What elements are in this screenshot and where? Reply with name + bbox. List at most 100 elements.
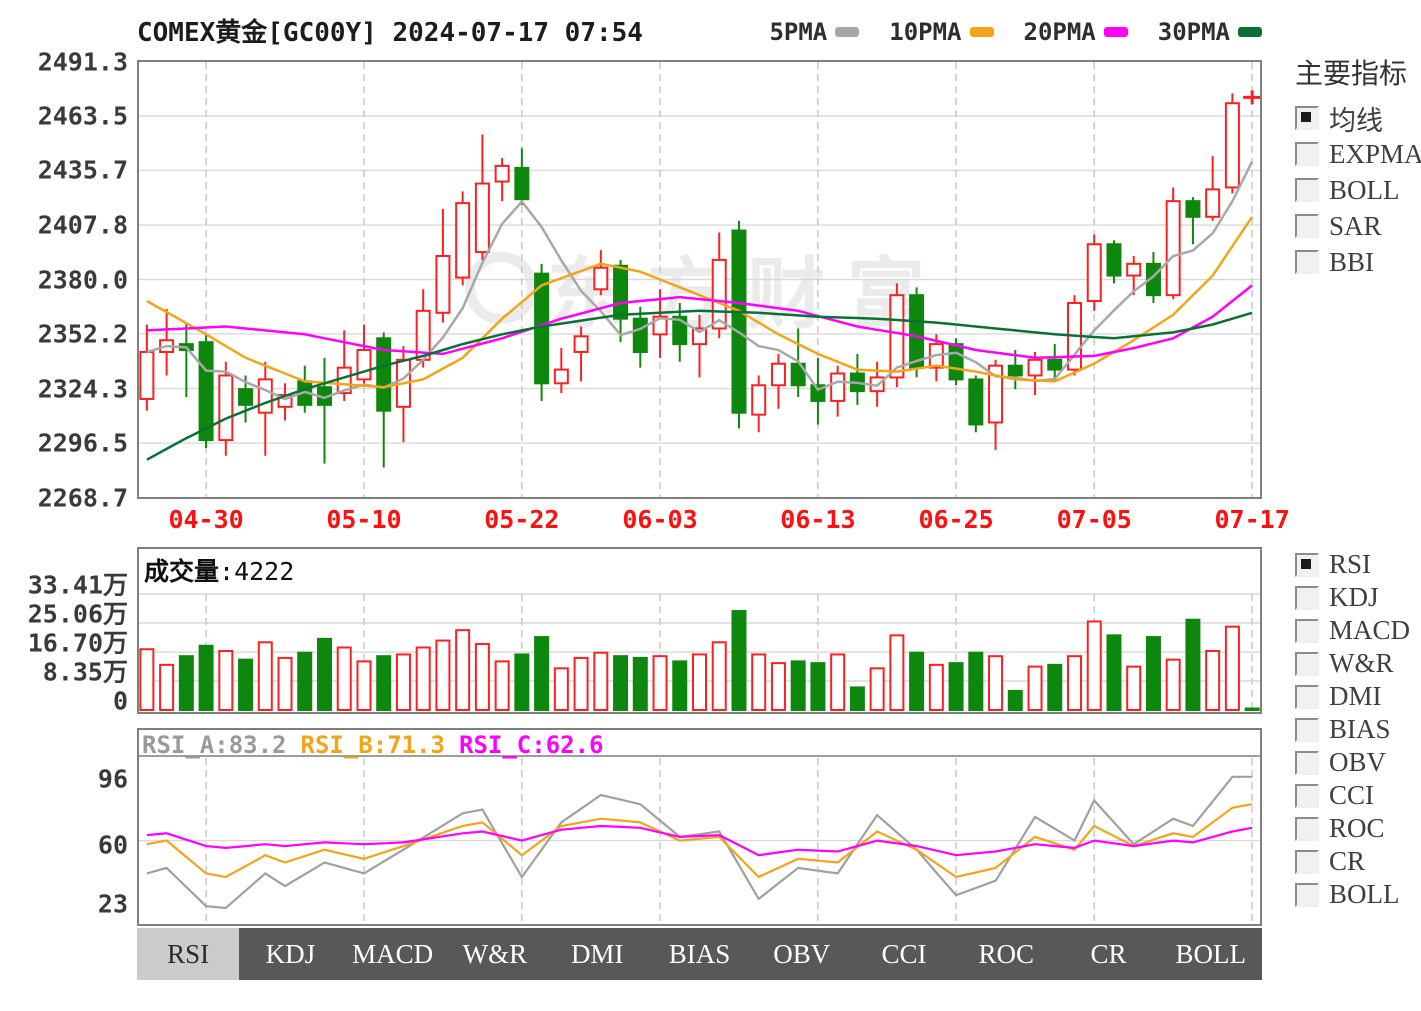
volume-tick-label: 0: [112, 686, 128, 716]
tab-kdj[interactable]: KDJ: [265, 939, 316, 969]
indicator-option-均线[interactable]: 均线: [1295, 100, 1421, 136]
indicator-option-bbi[interactable]: BBI: [1295, 244, 1421, 280]
legend-swatch-icon: [1103, 27, 1128, 37]
candle: [889, 294, 905, 379]
volume-bar: [672, 660, 688, 711]
indicator-option-label: BOLL: [1329, 879, 1400, 909]
candle: [790, 362, 806, 387]
indicator-option-bias[interactable]: BIAS: [1295, 713, 1421, 746]
indicator-option-rsi[interactable]: RSI: [1295, 548, 1421, 581]
checkbox-icon[interactable]: [1295, 882, 1319, 907]
candle: [692, 327, 707, 346]
tab-cr[interactable]: CR: [1090, 939, 1127, 969]
checkbox-icon[interactable]: [1295, 684, 1319, 709]
volume-bar: [1126, 665, 1142, 712]
volume-bar: [376, 655, 392, 711]
indicator-option-cr[interactable]: CR: [1295, 845, 1421, 878]
checkbox-icon[interactable]: [1295, 651, 1319, 676]
volume-label-name: 成交量: [144, 557, 220, 586]
indicator-option-obv[interactable]: OBV: [1295, 746, 1421, 779]
indicator-option-label: CCI: [1329, 780, 1375, 810]
rsi-tick-label: 23: [97, 889, 128, 919]
checkbox-icon[interactable]: [1295, 250, 1319, 274]
volume-bar: [336, 646, 352, 711]
volume-bar: [534, 636, 550, 711]
checkbox-icon[interactable]: [1295, 552, 1319, 577]
volume-bar: [731, 610, 747, 711]
volume-bar: [494, 660, 510, 711]
checkbox-icon[interactable]: [1295, 717, 1319, 742]
indicator-option-roc[interactable]: ROC: [1295, 812, 1421, 845]
volume-bar: [711, 641, 727, 711]
main-indicator-list: 主要指标 均线 EXPMA BOLL SAR BBI: [1295, 52, 1421, 280]
ma-legend: 5PMA 10PMA 20PMA 30PMA: [769, 18, 1262, 46]
checkbox-icon[interactable]: [1295, 816, 1319, 841]
checkbox-icon[interactable]: [1295, 849, 1319, 874]
legend-swatch-icon: [1238, 27, 1262, 37]
tab-boll[interactable]: BOLL: [1175, 939, 1247, 969]
candle: [751, 384, 767, 416]
candle: [830, 372, 846, 402]
candle: [238, 388, 254, 406]
sidebar-heading: 主要指标: [1295, 59, 1408, 90]
indicator-option-expma[interactable]: EXPMA: [1295, 136, 1421, 172]
indicator-option-cci[interactable]: CCI: [1295, 779, 1421, 812]
indicator-option-sar[interactable]: SAR: [1295, 208, 1421, 244]
checkbox-icon[interactable]: [1295, 214, 1319, 238]
volume-panel-border: [137, 547, 1262, 714]
indicator-tabbar: RSI KDJ MACD W&R DMI BIAS OBV CCI ROC CR BOLL: [137, 928, 1262, 980]
indicator-option-kdj[interactable]: KDJ: [1295, 581, 1421, 614]
rsi-tick-label: 96: [97, 764, 128, 794]
indicator-option-macd[interactable]: MACD: [1295, 614, 1421, 647]
indicator-option-label: ROC: [1329, 813, 1385, 843]
volume-bar: [613, 655, 629, 711]
chart-title: COMEX黄金[GC00Y] 2024-07-17 07:54: [137, 18, 643, 48]
indicator-option-label: BBI: [1329, 246, 1375, 277]
checkbox-icon[interactable]: [1295, 106, 1319, 130]
rsi-line-rsi_a: [146, 775, 1253, 910]
tab-wr[interactable]: W&R: [462, 939, 528, 969]
checkbox-icon[interactable]: [1295, 750, 1319, 775]
checkbox-icon[interactable]: [1295, 618, 1319, 643]
indicator-option-label: EXPMA: [1329, 138, 1421, 169]
volume-bar: [1165, 658, 1181, 711]
tab-dmi[interactable]: DMI: [570, 939, 624, 969]
indicator-option-boll[interactable]: BOLL: [1295, 878, 1421, 911]
candle: [455, 202, 471, 279]
candle: [593, 266, 609, 291]
checkbox-icon[interactable]: [1295, 178, 1319, 202]
candle: [968, 378, 984, 426]
tab-rsi[interactable]: RSI: [137, 928, 240, 980]
ma-line-30pma: [146, 309, 1253, 461]
checkbox-icon[interactable]: [1295, 585, 1319, 610]
tab-roc[interactable]: ROC: [978, 939, 1035, 969]
volume-bar: [573, 656, 589, 711]
volume-bar: [198, 644, 214, 711]
volume-bar: [395, 653, 411, 711]
volume-bar: [1067, 655, 1082, 711]
volume-tick-label: 25.06万: [27, 599, 128, 629]
date-tick-label: 06-25: [918, 505, 994, 534]
rsi-value-rsi_b: RSI_B:71.3: [300, 731, 446, 759]
date-tick-label: 05-10: [326, 505, 402, 534]
legend-swatch-icon: [835, 27, 860, 37]
volume-bar: [928, 663, 944, 712]
volume-bar: [632, 656, 648, 711]
candle: [1185, 200, 1201, 218]
checkbox-icon[interactable]: [1295, 783, 1319, 808]
candle: [218, 374, 234, 442]
volume-bar: [356, 660, 372, 711]
indicator-option-wr[interactable]: W&R: [1295, 647, 1421, 680]
tab-cci[interactable]: CCI: [881, 939, 927, 969]
tab-macd[interactable]: MACD: [352, 939, 434, 969]
ma-line-5pma: [146, 161, 1254, 401]
tab-obv[interactable]: OBV: [773, 939, 831, 969]
rsi-value-rsi_c: RSI_C:62.6: [459, 731, 604, 759]
volume-bar: [1007, 689, 1023, 711]
indicator-option-dmi[interactable]: DMI: [1295, 680, 1421, 713]
volume-bar: [1224, 625, 1240, 711]
indicator-option-label: OBV: [1329, 747, 1387, 777]
tab-bias[interactable]: BIAS: [668, 939, 731, 969]
indicator-option-boll[interactable]: BOLL: [1295, 172, 1421, 208]
checkbox-icon[interactable]: [1295, 142, 1319, 166]
